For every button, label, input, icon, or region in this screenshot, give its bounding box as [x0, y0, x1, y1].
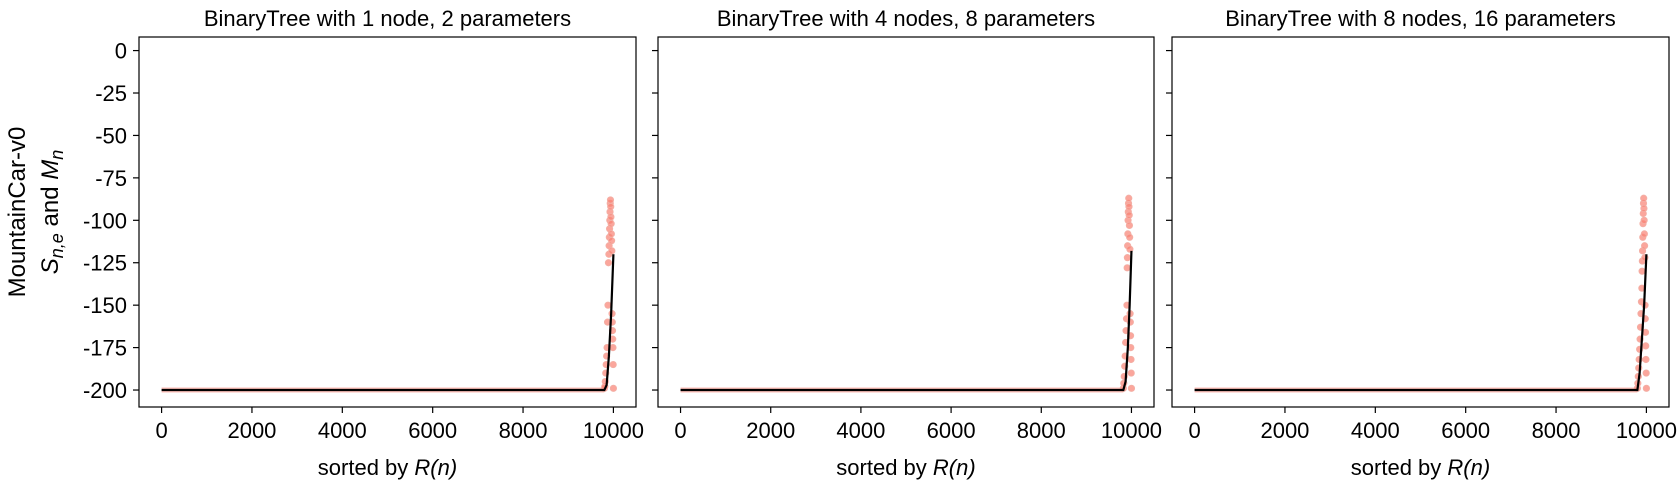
- panel-3-x-ticks: 0 2000 4000 6000 8000 10000: [1188, 407, 1677, 443]
- panel-1-x-tick-label: 4000: [318, 418, 367, 443]
- y-axis-label-join: and: [37, 180, 64, 233]
- panel-2-point: [1127, 369, 1135, 377]
- panel-3-point: [1640, 204, 1648, 213]
- panel-3-x-tick-label: 0: [1188, 418, 1200, 443]
- panel-1-point: [609, 343, 617, 352]
- panel-3-x-label: sorted by R(n): [1351, 455, 1490, 480]
- panel-3-point: [1640, 194, 1648, 202]
- panel-1-plot: [161, 196, 618, 393]
- y-axis-label-m-sub: n: [47, 150, 67, 160]
- panel-2-plot: [680, 194, 1136, 393]
- panel-1-point: [606, 196, 615, 204]
- panel-2-point: [1126, 245, 1134, 253]
- panel-3: BinaryTree with 8 nodes, 16 parameters 0…: [1166, 6, 1677, 480]
- panel-3-point: [1638, 267, 1646, 275]
- panel-2: BinaryTree with 4 nodes, 8 parameters 0 2…: [652, 6, 1162, 480]
- panel-1-point: [604, 259, 613, 267]
- panel-3-x-tick-label: 6000: [1441, 418, 1490, 443]
- panel-1-y-tick-label: -100: [83, 208, 127, 233]
- panel-3-point: [1642, 369, 1650, 377]
- panel-3-frame: [1171, 36, 1670, 408]
- panel-2-title: BinaryTree with 4 nodes, 8 parameters: [717, 6, 1095, 31]
- panel-2-point: [1125, 194, 1133, 202]
- panel-2-x-label: sorted by R(n): [836, 455, 975, 480]
- y-axis-label-s-sub: n,e: [47, 233, 67, 258]
- panel-2-point: [1123, 264, 1131, 272]
- panel-2-x-tick-label: 10000: [1101, 418, 1162, 443]
- panel-3-plot: [1194, 194, 1651, 393]
- panel-2-x-ticks: 0 2000 4000 6000 8000 10000: [674, 407, 1162, 443]
- panel-2-x-tick-label: 8000: [1017, 418, 1066, 443]
- panel-2-point: [1125, 203, 1133, 211]
- y-axis-label-m: M: [37, 160, 64, 180]
- panel-1-y-tick-label: 0: [115, 39, 127, 64]
- panel-1-x-label-prefix: sorted by: [318, 455, 415, 480]
- panel-3-x-label-prefix: sorted by: [1351, 455, 1448, 480]
- panel-3-y-ticks: [1166, 49, 1172, 391]
- panel-3-point: [1642, 384, 1651, 392]
- panel-1-y-tick-label: -125: [83, 251, 127, 276]
- panel-3-x-tick-label: 4000: [1351, 418, 1400, 443]
- panel-2-point: [1123, 254, 1131, 262]
- panel-1-x-label-var: R(n): [414, 455, 457, 480]
- panel-1-x-tick-label: 8000: [499, 418, 548, 443]
- panel-1-point: [609, 384, 618, 392]
- panel-3-point: [1641, 242, 1649, 250]
- panel-1-frame: [138, 36, 637, 408]
- panel-1-x-label: sorted by R(n): [318, 455, 457, 480]
- panel-3-x-tick-label: 2000: [1260, 418, 1309, 443]
- panel-1-x-tick-label: 6000: [408, 418, 457, 443]
- panel-1-y-ticks: 0 -25 -50 -75 -100 -125 -150 -175 -200: [83, 39, 139, 403]
- panel-3-title: BinaryTree with 8 nodes, 16 parameters: [1225, 6, 1616, 31]
- panel-1-point: [607, 203, 615, 211]
- panel-2-point: [1126, 233, 1134, 241]
- panel-1-point: [608, 237, 616, 245]
- panel-3-mean-line: [1194, 254, 1648, 392]
- panel-1-point: [609, 360, 617, 369]
- panel-1-x-tick-label: 0: [155, 418, 167, 443]
- panel-2-x-tick-label: 4000: [836, 418, 885, 443]
- panel-2-frame: [657, 36, 1155, 408]
- panel-1-y-tick-label: -75: [95, 166, 127, 191]
- panel-2-mean-line: [680, 250, 1133, 392]
- panel-2-point: [1127, 355, 1135, 364]
- panel-2-y-ticks: [652, 49, 658, 391]
- panel-2-point: [1125, 211, 1133, 219]
- panel-1-x-ticks: 0 2000 4000 6000 8000 10000: [155, 407, 644, 443]
- panel-2-x-label-var: R(n): [933, 455, 976, 480]
- panel-1-point: [607, 230, 615, 238]
- panel-1-point: [607, 213, 615, 221]
- panel-3-point: [1642, 342, 1650, 350]
- panel-1-mean-line: [161, 254, 615, 392]
- panel-1-point: [607, 220, 615, 228]
- panel-3-x-label-var: R(n): [1447, 455, 1490, 480]
- panel-3-point: [1642, 355, 1650, 364]
- y-axis-label-s: S: [37, 258, 64, 274]
- panel-1-point: [608, 247, 616, 255]
- panel-2-x-label-prefix: sorted by: [836, 455, 933, 480]
- panel-3-point: [1640, 216, 1648, 224]
- row-label: MountainCar-v0: [4, 127, 31, 298]
- panel-1-y-tick-label: -150: [83, 293, 127, 318]
- panel-2-point: [1125, 221, 1134, 229]
- panel-3-point: [1640, 230, 1648, 238]
- panel-2-x-tick-label: 0: [674, 418, 686, 443]
- panel-1-point: [604, 301, 612, 309]
- panel-1-x-tick-label: 2000: [227, 418, 276, 443]
- panel-2-x-tick-label: 6000: [927, 418, 976, 443]
- panel-3-x-tick-label: 10000: [1616, 418, 1677, 443]
- panel-2-point: [1127, 384, 1136, 392]
- panel-1-y-tick-label: -175: [83, 336, 127, 361]
- panel-1: BinaryTree with 1 node, 2 parameters 0 -2…: [83, 6, 644, 480]
- panel-1-x-tick-label: 10000: [583, 418, 644, 443]
- panel-3-x-tick-label: 8000: [1532, 418, 1581, 443]
- panel-2-x-tick-label: 2000: [746, 418, 795, 443]
- panel-1-y-tick-label: -50: [95, 123, 127, 148]
- y-axis-label: Sn,e and Mn: [37, 150, 67, 274]
- panel-1-y-tick-label: -25: [95, 81, 127, 106]
- panel-1-title: BinaryTree with 1 node, 2 parameters: [204, 6, 571, 31]
- panel-1-y-tick-label: -200: [83, 378, 127, 403]
